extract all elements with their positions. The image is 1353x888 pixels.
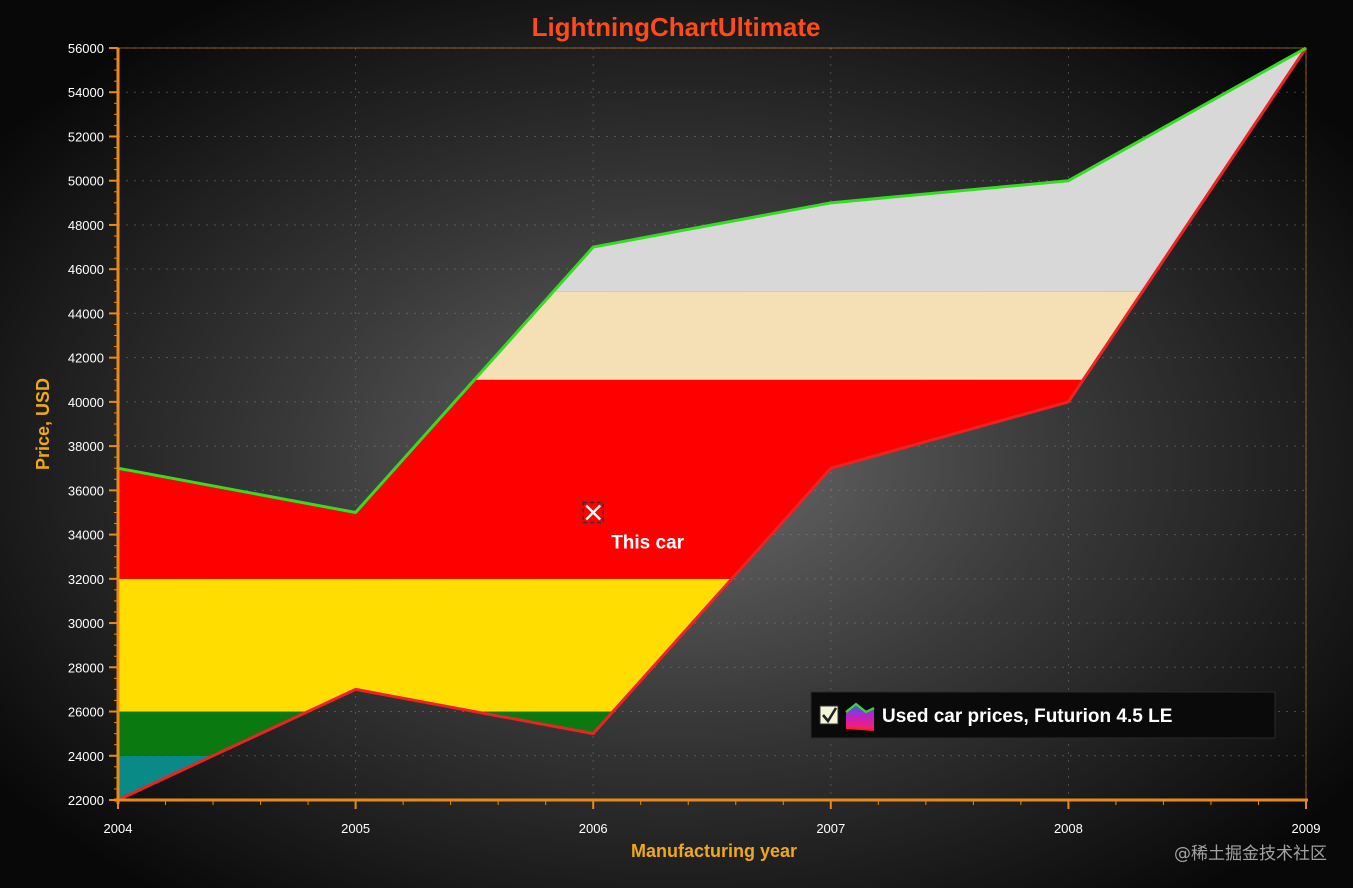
x-tick-label: 2009 bbox=[1292, 821, 1321, 836]
y-tick-label: 36000 bbox=[68, 483, 104, 498]
legend[interactable]: Used car prices, Futurion 4.5 LE bbox=[810, 691, 1276, 739]
legend-box bbox=[810, 691, 1276, 739]
x-axis-title: Manufacturing year bbox=[631, 841, 797, 861]
y-tick-label: 52000 bbox=[68, 129, 104, 144]
axes: 22000 24000 26000 28000 30000 32000 34000 36000… bbox=[68, 41, 1321, 836]
x-tick-label: 2005 bbox=[341, 821, 370, 836]
annotation: This car bbox=[582, 501, 685, 553]
y-tick-label: 32000 bbox=[68, 572, 104, 587]
annotation-label: This car bbox=[611, 532, 684, 553]
legend-checkbox[interactable] bbox=[819, 705, 839, 725]
y-tick-label: 48000 bbox=[68, 218, 104, 233]
x-tick-label: 2004 bbox=[104, 821, 133, 836]
y-tick-label: 46000 bbox=[68, 262, 104, 277]
y-tick-label: 30000 bbox=[68, 616, 104, 631]
y-tick-label: 54000 bbox=[68, 85, 104, 100]
y-tick-label: 28000 bbox=[68, 660, 104, 675]
series-lines bbox=[117, 46, 1308, 802]
y-tick-label: 42000 bbox=[68, 351, 104, 366]
legend-label: Used car prices, Futurion 4.5 LE bbox=[882, 706, 1172, 727]
y-tick-label: 44000 bbox=[68, 306, 104, 321]
x-tick-label: 2006 bbox=[579, 821, 608, 836]
low-price-line bbox=[117, 47, 1308, 802]
y-tick-label: 24000 bbox=[68, 749, 104, 764]
annotation-marker-box bbox=[582, 501, 604, 524]
y-tick-label: 22000 bbox=[68, 793, 104, 808]
chart-title: LightningChartUltimate bbox=[532, 12, 821, 42]
y-tick-label: 56000 bbox=[68, 41, 104, 56]
y-tick-label: 34000 bbox=[68, 528, 104, 543]
annotation-marker-x bbox=[585, 504, 602, 521]
y-tick-label: 38000 bbox=[68, 439, 104, 454]
x-tick-label: 2007 bbox=[816, 821, 845, 836]
legend-series-icon bbox=[845, 702, 875, 731]
y-tick-label: 50000 bbox=[68, 174, 104, 189]
y-tick-label: 26000 bbox=[68, 705, 104, 720]
y-axis-title: Price, USD bbox=[33, 378, 53, 470]
y-tick-label: 40000 bbox=[68, 395, 104, 410]
high-price-line bbox=[117, 46, 1307, 514]
x-tick-label: 2008 bbox=[1054, 821, 1083, 836]
watermark: @稀土掘金技术社区 bbox=[1174, 844, 1327, 864]
